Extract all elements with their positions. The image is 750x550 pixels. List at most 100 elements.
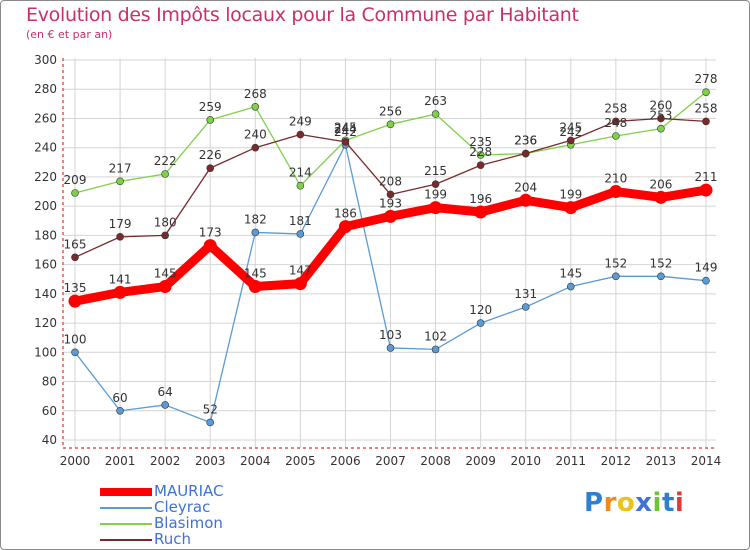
data-label-mauriac: 199 [559, 188, 582, 202]
data-point-blasimon [431, 110, 440, 118]
data-point-cleyrac [116, 406, 124, 415]
data-label-blasimon: 242 [559, 125, 582, 139]
data-point-cleyrac [657, 272, 665, 281]
data-label-blasimon: 278 [695, 72, 718, 86]
logo-letter: P [584, 488, 604, 518]
data-point-mauriac [68, 294, 82, 308]
legend-swatch-mauriac [100, 488, 152, 496]
chart-subtitle: (en € et par an) [26, 28, 113, 41]
data-label-cleyrac: 52 [203, 402, 218, 416]
data-point-blasimon [71, 189, 79, 197]
y-tick-label: 140 [34, 287, 57, 301]
x-tick-label: 2013 [646, 454, 677, 468]
data-label-mauriac: 145 [244, 267, 267, 281]
data-label-cleyrac: 64 [158, 385, 173, 399]
y-tick-label: 220 [34, 170, 57, 184]
x-tick-label: 2010 [510, 454, 541, 468]
data-label-mauriac: 145 [154, 267, 177, 281]
data-label-blasimon: 248 [604, 116, 627, 130]
logo-letter: i [674, 488, 685, 518]
x-tick-label: 2005 [285, 454, 316, 468]
data-label-ruch: 180 [154, 215, 177, 229]
data-label-blasimon: 263 [424, 94, 447, 108]
data-label-mauriac: 204 [514, 180, 537, 194]
data-point-blasimon [386, 120, 395, 129]
data-point-mauriac [429, 201, 443, 215]
data-point-cleyrac [476, 319, 485, 327]
data-label-ruch: 215 [424, 164, 447, 178]
data-label-cleyrac: 152 [604, 256, 627, 270]
x-tick-label: 2009 [465, 454, 496, 468]
data-label-blasimon: 235 [469, 135, 492, 149]
data-label-ruch: 165 [64, 237, 87, 251]
data-point-ruch [206, 164, 215, 172]
x-tick-label: 2007 [375, 454, 406, 468]
data-point-ruch [116, 233, 124, 241]
x-tick-label: 2014 [691, 454, 722, 468]
data-point-mauriac [699, 183, 713, 197]
data-point-cleyrac [296, 230, 305, 238]
data-label-cleyrac: 100 [64, 332, 87, 346]
legend-label-ruch: Ruch [154, 530, 192, 548]
data-point-ruch [521, 149, 530, 158]
data-label-cleyrac: 182 [244, 212, 267, 226]
y-tick-label: 60 [42, 404, 57, 418]
x-tick-label: 2011 [556, 454, 587, 468]
data-point-ruch [161, 231, 169, 240]
data-point-cleyrac [521, 303, 530, 311]
legend-item-ruch: Ruch [100, 530, 300, 548]
x-tick-label: 2004 [240, 454, 271, 468]
x-tick-label: 2012 [601, 454, 632, 468]
data-label-mauriac: 173 [199, 226, 222, 240]
data-label-blasimon: 259 [199, 100, 222, 114]
data-label-mauriac: 210 [604, 172, 627, 186]
data-point-blasimon [476, 151, 485, 159]
data-point-blasimon [251, 102, 260, 111]
data-label-mauriac: 147 [289, 264, 312, 278]
data-label-mauriac: 196 [469, 192, 492, 206]
data-point-cleyrac [431, 345, 440, 354]
data-label-cleyrac: 60 [112, 391, 127, 405]
logo-letter: t [661, 488, 675, 518]
data-label-blasimon: 268 [244, 87, 267, 101]
data-point-blasimon [161, 170, 169, 178]
data-point-blasimon [657, 124, 665, 133]
x-tick-label: 2006 [330, 454, 361, 468]
data-label-cleyrac: 152 [649, 256, 672, 270]
data-label-ruch: 240 [244, 128, 267, 142]
data-label-mauriac: 211 [695, 170, 718, 184]
y-tick-label: 100 [34, 345, 57, 359]
data-point-blasimon [296, 181, 305, 190]
data-point-ruch [341, 138, 350, 146]
data-point-blasimon [116, 177, 124, 186]
legend-label-cleyrac: Cleyrac [154, 498, 211, 516]
data-label-blasimon: 214 [289, 166, 312, 180]
data-point-ruch [702, 117, 710, 126]
data-label-blasimon: 209 [64, 173, 87, 187]
data-label-ruch: 244 [334, 122, 357, 136]
data-label-ruch: 226 [199, 148, 222, 162]
data-point-cleyrac [161, 401, 169, 409]
data-label-ruch: 258 [695, 101, 718, 115]
data-label-mauriac: 193 [379, 196, 402, 210]
data-label-cleyrac: 120 [469, 303, 492, 317]
data-point-mauriac [113, 285, 127, 299]
y-tick-label: 260 [34, 111, 57, 125]
data-label-ruch: 236 [514, 134, 537, 148]
data-label-ruch: 208 [379, 174, 402, 188]
legend-swatch-blasimon [100, 523, 152, 525]
data-point-cleyrac [612, 272, 620, 281]
y-tick-label: 40 [42, 433, 57, 447]
data-point-ruch [476, 161, 485, 170]
y-tick-label: 180 [34, 228, 57, 242]
y-tick-label: 240 [34, 141, 57, 155]
data-point-mauriac [293, 277, 307, 291]
logo-letter: r [603, 488, 617, 518]
data-label-blasimon: 217 [109, 161, 132, 175]
data-point-mauriac [248, 280, 262, 294]
data-label-blasimon: 222 [154, 154, 177, 168]
data-point-ruch [251, 143, 260, 152]
legend-label-blasimon: Blasimon [154, 514, 223, 532]
data-point-ruch [71, 253, 79, 262]
